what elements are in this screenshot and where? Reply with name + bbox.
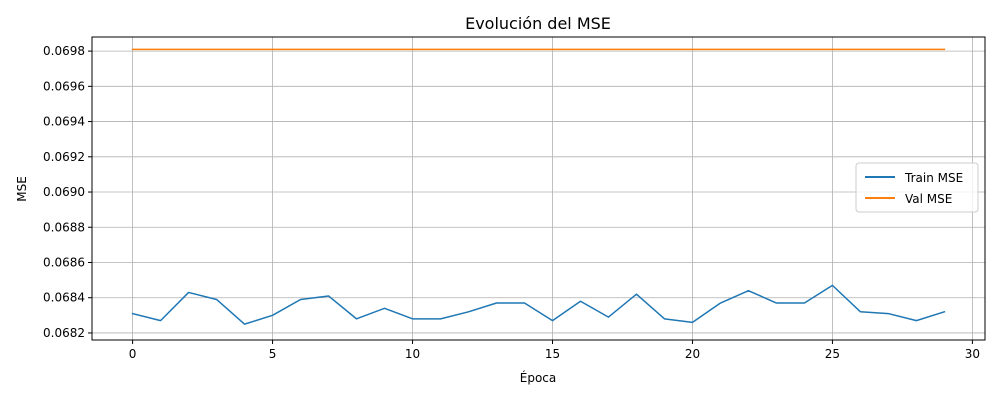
y-tick-label: 0.0686: [43, 255, 85, 269]
y-tick-label: 0.0694: [43, 115, 85, 129]
x-tick-label: 0: [129, 347, 137, 361]
x-tick-label: 25: [825, 347, 840, 361]
legend-label-val-mse: Val MSE: [905, 192, 952, 206]
y-tick-label: 0.0688: [43, 220, 85, 234]
x-tick-label: 20: [685, 347, 700, 361]
y-tick-label: 0.0696: [43, 79, 85, 93]
y-axis-label: MSE: [15, 176, 29, 202]
x-axis-label: Época: [520, 370, 557, 385]
x-axis-ticks: 0 5 10 15 20 25 30: [129, 340, 980, 361]
plot-frame: [91, 36, 986, 341]
legend-label-train-mse: Train MSE: [904, 171, 963, 185]
y-tick-label: 0.0682: [43, 326, 85, 340]
chart-title: Evolución del MSE: [465, 14, 611, 33]
y-tick-label: 0.0692: [43, 150, 85, 164]
x-tick-label: 30: [965, 347, 980, 361]
grid-lines: [92, 37, 985, 340]
legend-box: [855, 162, 979, 213]
y-tick-label: 0.0684: [43, 291, 85, 305]
y-tick-label: 0.0690: [43, 185, 85, 199]
x-tick-label: 15: [545, 347, 560, 361]
y-tick-label: 0.0698: [43, 44, 85, 58]
x-tick-label: 5: [269, 347, 277, 361]
series-layer: [131, 48, 946, 325]
y-axis-ticks: 0.0682 0.0684 0.0686 0.0688 0.0690 0.0692 0.06…: [43, 44, 92, 340]
legend: Train MSE Val MSE: [855, 162, 979, 213]
series-line-train-mse: [131, 284, 946, 325]
x-tick-label: 10: [405, 347, 420, 361]
